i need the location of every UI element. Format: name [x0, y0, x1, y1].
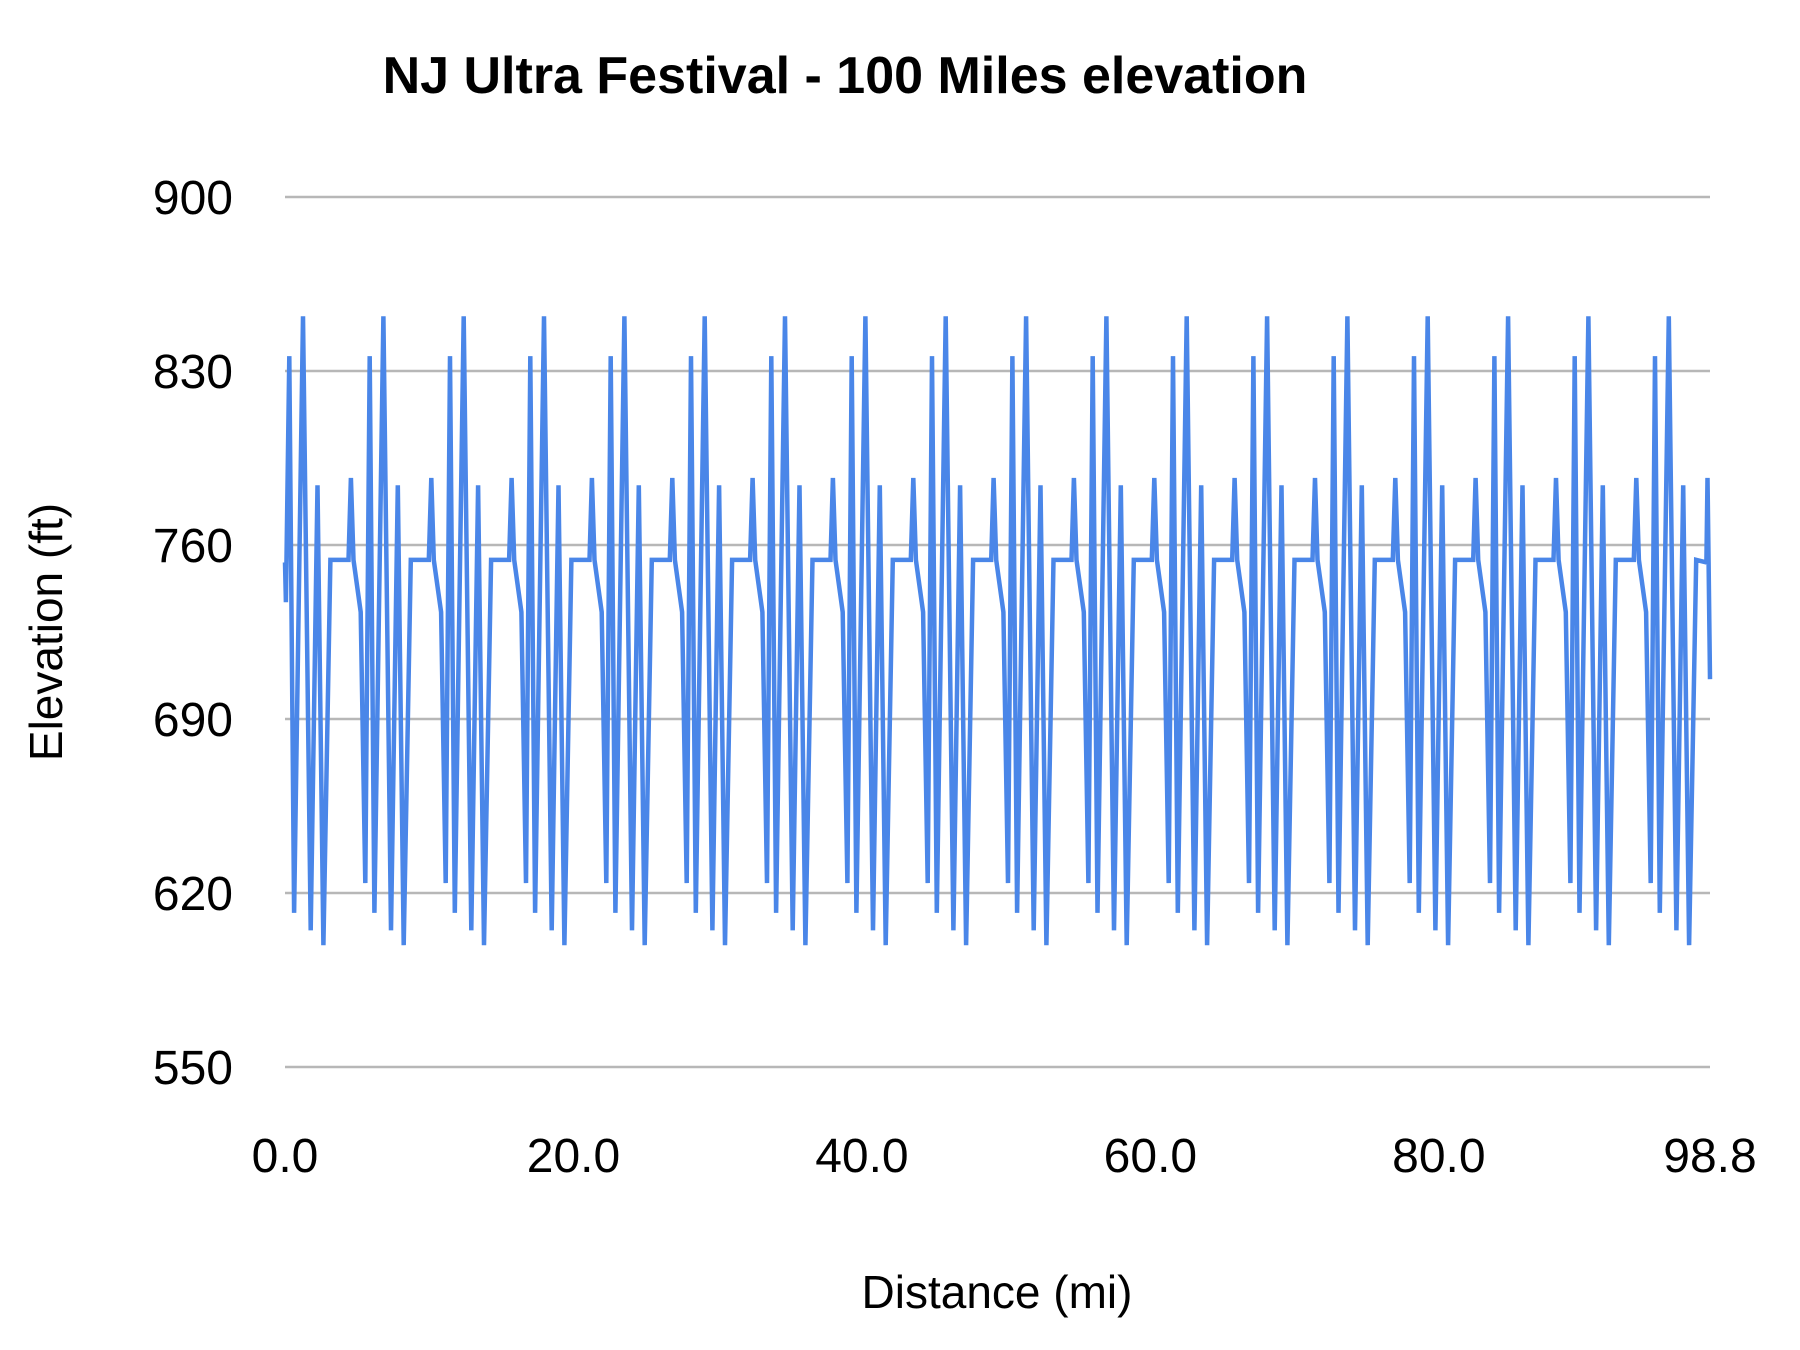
y-tick-label: 620: [153, 868, 233, 921]
chart-title: NJ Ultra Festival - 100 Miles elevation: [383, 47, 1308, 105]
x-axis-title: Distance (mi): [862, 1266, 1133, 1318]
x-axis-tick-labels: 0.0 20.0 40.0 60.0 80.0 98.8: [252, 1130, 1757, 1183]
y-tick-label: 550: [153, 1042, 233, 1095]
x-tick-label: 60.0: [1104, 1130, 1197, 1183]
elevation-line-series: [282, 316, 1713, 946]
y-tick-label: 690: [153, 694, 233, 747]
y-axis-title: Elevation (ft): [20, 503, 72, 761]
x-tick-label: 0.0: [252, 1130, 319, 1183]
y-tick-label: 830: [153, 346, 233, 399]
x-tick-label: 98.8: [1663, 1130, 1756, 1183]
x-tick-label: 40.0: [815, 1130, 908, 1183]
x-tick-label: 20.0: [527, 1130, 620, 1183]
y-tick-label: 760: [153, 520, 233, 573]
y-tick-label: 900: [153, 172, 233, 225]
x-tick-label: 80.0: [1392, 1130, 1485, 1183]
y-axis-tick-labels: 900 830 760 690 620 550: [153, 172, 233, 1095]
